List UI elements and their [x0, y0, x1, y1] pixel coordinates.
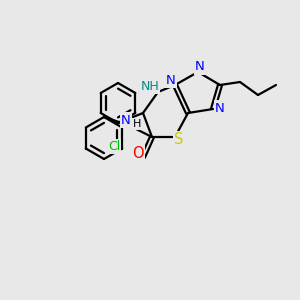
- Text: O: O: [132, 146, 144, 161]
- Text: H: H: [133, 119, 141, 129]
- Text: N: N: [215, 101, 225, 115]
- Text: N: N: [166, 74, 176, 86]
- Text: N: N: [121, 113, 131, 127]
- Text: Cl: Cl: [108, 140, 120, 153]
- Text: N: N: [195, 61, 205, 74]
- Text: NH: NH: [141, 80, 159, 92]
- Text: S: S: [174, 133, 184, 148]
